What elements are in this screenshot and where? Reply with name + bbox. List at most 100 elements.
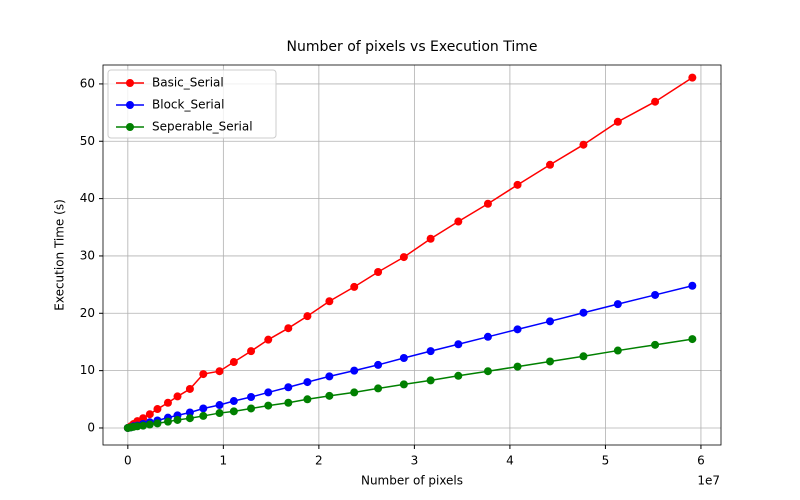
data-point (199, 370, 208, 379)
data-point (185, 384, 194, 393)
data-point (173, 415, 182, 424)
data-point (199, 404, 208, 413)
data-point (229, 407, 238, 416)
data-point (229, 397, 238, 406)
data-point (374, 384, 383, 393)
data-point (173, 392, 182, 401)
data-point (483, 199, 492, 208)
data-point (284, 398, 293, 407)
data-point (303, 312, 312, 321)
data-point (651, 97, 660, 106)
data-point (688, 281, 697, 290)
x-tick-label: 0 (124, 454, 132, 468)
data-point (325, 372, 334, 381)
data-point (247, 404, 256, 413)
data-point (264, 401, 273, 410)
data-point (483, 367, 492, 376)
chart-title: Number of pixels vs Execution Time (287, 39, 538, 55)
data-point (688, 335, 697, 344)
x-tick-label: 3 (411, 454, 419, 468)
data-point (546, 160, 555, 169)
data-point (399, 253, 408, 262)
data-point (426, 376, 435, 385)
data-point (145, 420, 154, 429)
legend-marker (126, 101, 134, 109)
data-point (264, 388, 273, 397)
legend-box (107, 69, 277, 139)
y-tick-label: 10 (80, 363, 95, 377)
y-tick-label: 50 (80, 134, 95, 148)
data-point (247, 347, 256, 356)
data-point (579, 352, 588, 361)
data-point (651, 290, 660, 299)
data-point (247, 393, 256, 402)
data-point (153, 419, 162, 428)
data-point (139, 421, 148, 430)
data-point (303, 395, 312, 404)
legend-label: Seperable_Serial (152, 120, 253, 134)
x-tick-label: 4 (506, 454, 514, 468)
x-tick-label: 2 (315, 454, 323, 468)
data-point (185, 414, 194, 423)
data-point (579, 140, 588, 149)
data-point (374, 360, 383, 369)
y-tick-label: 30 (80, 248, 95, 262)
data-point (513, 362, 522, 371)
data-point (350, 282, 359, 291)
x-tick-label: 1 (220, 454, 228, 468)
data-point (153, 405, 162, 414)
data-point (613, 117, 622, 126)
legend-marker (126, 123, 134, 131)
y-tick-label: 40 (80, 191, 95, 205)
data-point (613, 300, 622, 309)
data-point (454, 340, 463, 349)
data-point (426, 234, 435, 243)
legend-label: Block_Serial (152, 98, 224, 112)
data-point (185, 408, 194, 417)
data-point (215, 367, 224, 376)
data-point (350, 366, 359, 375)
data-point (229, 358, 238, 367)
legend-marker (126, 79, 134, 87)
data-point (513, 180, 522, 189)
data-point (163, 398, 172, 407)
data-point (284, 383, 293, 392)
data-point (199, 411, 208, 420)
data-point (284, 324, 293, 333)
data-point (579, 308, 588, 317)
data-point (454, 371, 463, 380)
data-point (454, 217, 463, 226)
data-point (163, 417, 172, 426)
data-point (399, 380, 408, 389)
data-point (513, 325, 522, 334)
data-point (374, 268, 383, 277)
y-tick-label: 0 (87, 420, 95, 434)
data-point (215, 409, 224, 418)
data-point (325, 391, 334, 400)
x-offset-label: 1e7 (697, 474, 720, 488)
x-tick-label: 6 (697, 454, 705, 468)
legend-label: Basic_Serial (152, 76, 224, 90)
data-point (350, 388, 359, 397)
plot-frame (102, 64, 722, 446)
data-point (145, 410, 154, 419)
data-point (303, 378, 312, 387)
x-axis-label: Number of pixels (361, 474, 463, 488)
data-point (546, 317, 555, 326)
data-point (546, 357, 555, 366)
data-point (483, 332, 492, 341)
y-tick-label: 60 (80, 76, 95, 90)
x-tick-label: 5 (602, 454, 610, 468)
data-point (651, 340, 660, 349)
data-point (613, 346, 622, 355)
y-axis-label: Execution Time (s) (53, 199, 67, 311)
data-point (426, 347, 435, 356)
data-point (399, 354, 408, 363)
data-point (215, 401, 224, 410)
data-point (325, 297, 334, 306)
data-point (688, 73, 697, 82)
data-point (139, 414, 148, 423)
y-tick-label: 20 (80, 306, 95, 320)
data-point (264, 335, 273, 344)
